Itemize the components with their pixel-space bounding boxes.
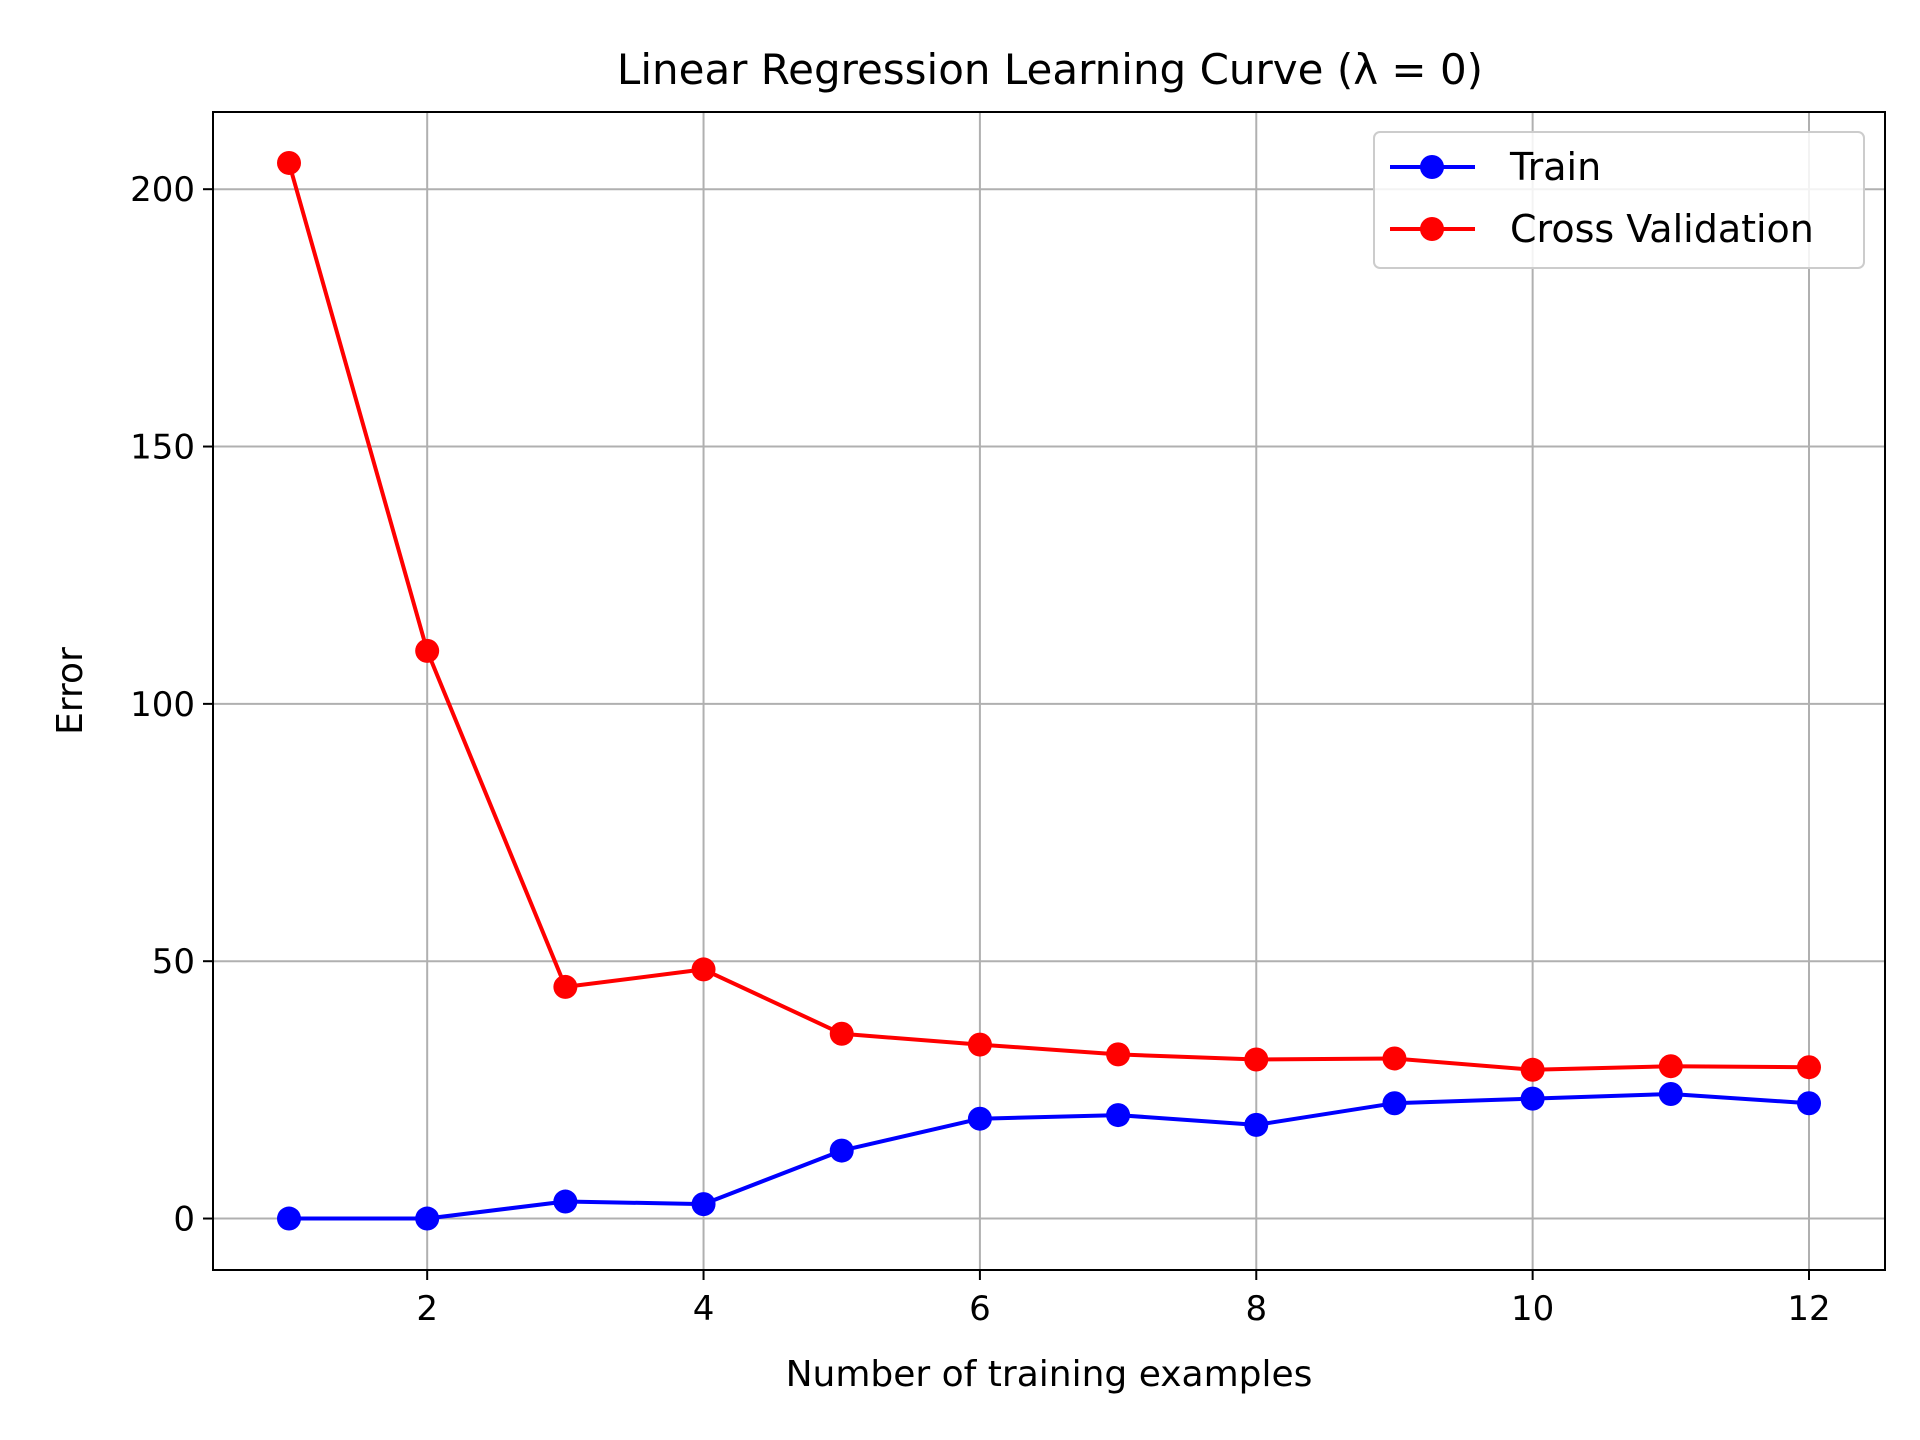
series-line-cross-validation [287, 162, 1810, 1072]
x-tick-label: 10 [1511, 1289, 1554, 1329]
series-train [277, 1081, 1821, 1231]
series-cross-validation [277, 150, 1821, 1082]
series-line-train [289, 1092, 1810, 1221]
data-point-train [967, 1106, 992, 1131]
y-tick-label: 100 [130, 685, 195, 725]
legend-box [1373, 131, 1865, 269]
x-axis-label: Number of training examples [786, 1354, 1313, 1395]
data-point-train [1382, 1091, 1407, 1116]
data-point-cross-validation [277, 150, 301, 175]
legend-label-train: Train [1509, 145, 1601, 189]
data-point-cross-validation [1106, 1042, 1131, 1067]
y-tick-label: 200 [130, 170, 195, 210]
legend-marker-cross-validation [1420, 217, 1444, 241]
data-point-train [415, 1206, 440, 1231]
data-point-train [1106, 1103, 1131, 1128]
data-point-cross-validation [967, 1032, 992, 1057]
y-axis-ticks: 0 50 100 150 200 [130, 170, 213, 1240]
legend-item-cross-validation: Cross Validation [1390, 207, 1814, 251]
data-point-cross-validation [1520, 1057, 1545, 1082]
data-point-train [553, 1189, 578, 1214]
y-axis-label: Error [50, 647, 91, 735]
data-point-cross-validation [1658, 1054, 1683, 1079]
x-tick-label: 8 [1245, 1289, 1267, 1329]
plot-area-frame [212, 111, 1886, 1271]
chart-title: Linear Regression Learning Curve (λ = 0) [617, 45, 1483, 94]
data-point-train [1658, 1081, 1683, 1106]
x-axis-ticks: 2 4 6 8 10 12 [416, 1270, 1831, 1329]
x-tick-label: 12 [1787, 1289, 1830, 1329]
legend-items: Train Cross Validation [1390, 145, 1814, 251]
data-point-cross-validation [1797, 1055, 1821, 1080]
series-layer [277, 150, 1821, 1231]
legend-marker-train [1420, 155, 1444, 179]
data-point-train [1520, 1086, 1545, 1111]
legend: Train Cross Validation [1373, 131, 1865, 269]
data-point-train [829, 1138, 854, 1163]
x-tick-label: 2 [416, 1289, 438, 1329]
x-tick-label: 4 [693, 1289, 715, 1329]
y-tick-label: 50 [152, 942, 195, 982]
data-point-train [1244, 1112, 1269, 1137]
data-point-cross-validation [691, 957, 716, 982]
x-tick-label: 6 [969, 1289, 991, 1329]
data-point-cross-validation [415, 638, 440, 663]
data-point-train [277, 1206, 301, 1231]
y-tick-label: 0 [173, 1200, 195, 1240]
data-point-cross-validation [829, 1021, 854, 1046]
data-point-train [1797, 1091, 1821, 1116]
data-point-cross-validation [553, 974, 578, 999]
legend-label-cross-validation: Cross Validation [1510, 207, 1814, 251]
legend-item-train: Train [1390, 145, 1601, 189]
y-tick-label: 150 [130, 428, 195, 468]
data-point-cross-validation [1244, 1047, 1269, 1072]
data-point-train [691, 1192, 716, 1217]
data-point-cross-validation [1382, 1046, 1407, 1071]
